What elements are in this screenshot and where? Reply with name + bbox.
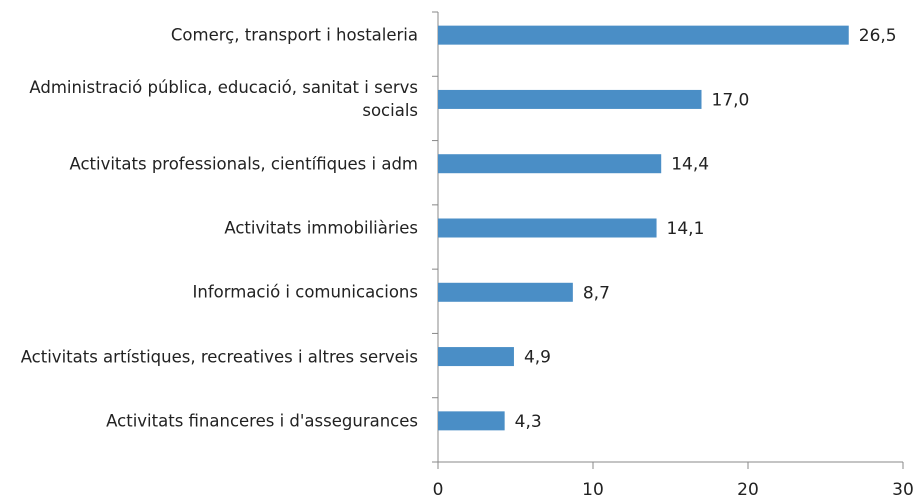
y-tick-label: Activitats artístiques, recreatives i al… (20, 347, 418, 367)
x-tick-label: 30 (892, 480, 914, 500)
bar (438, 282, 573, 302)
data-label: 17,0 (712, 90, 750, 110)
bar (438, 154, 662, 174)
bar (438, 25, 849, 45)
y-tick-label: Comerç, transport i hostaleria (170, 25, 418, 45)
bar (438, 218, 657, 238)
bar (438, 347, 514, 367)
x-tick-label: 10 (582, 480, 604, 500)
data-label: 4,9 (524, 348, 551, 368)
data-label: 26,5 (859, 26, 897, 46)
x-tick-label: 0 (433, 480, 444, 500)
y-tick-label: Activitats financeres i d'assegurances (106, 411, 418, 431)
data-label: 14,4 (671, 155, 709, 175)
y-tick-label: Activitats professionals, científiques i… (69, 154, 418, 174)
y-tick-label: Activitats immobiliàries (224, 218, 418, 238)
data-label: 14,1 (667, 219, 705, 239)
data-label: 8,7 (583, 283, 610, 303)
y-tick-label: Informació i comunicacions (192, 282, 418, 302)
bar (438, 89, 702, 109)
y-tick-label: Administració pública, educació, sanitat… (29, 78, 418, 121)
data-label: 4,3 (515, 412, 542, 432)
bar (438, 411, 505, 431)
x-tick-label: 20 (737, 480, 759, 500)
